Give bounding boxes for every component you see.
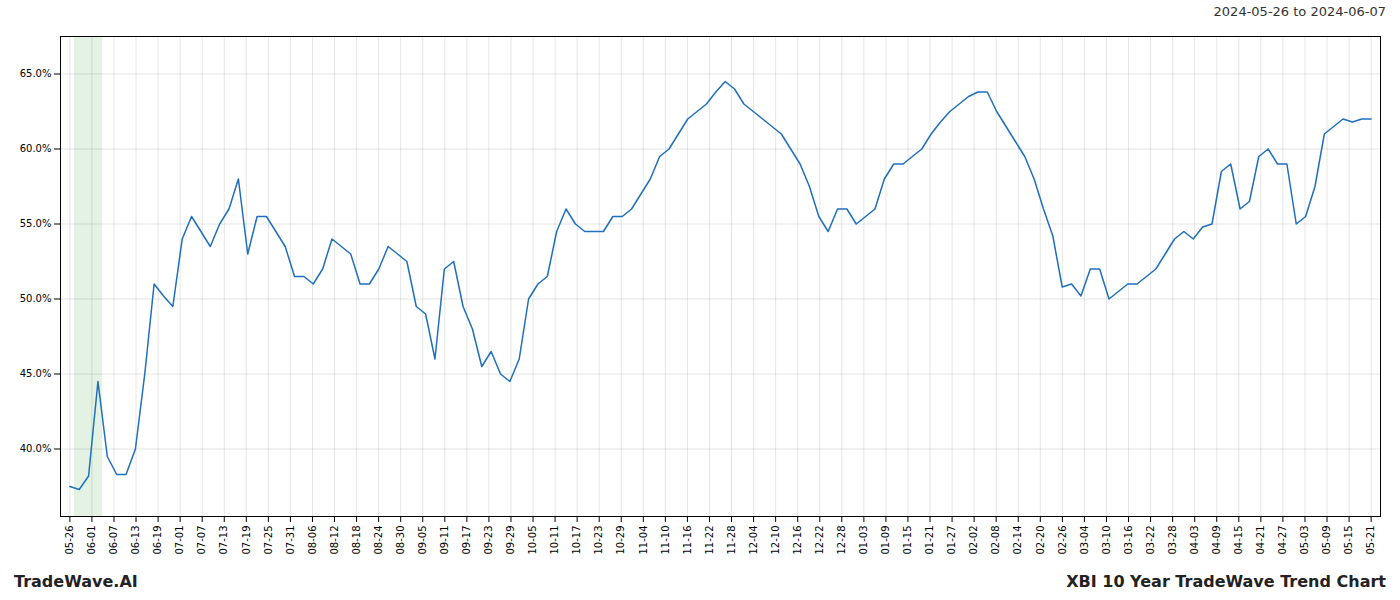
svg-text:07-19: 07-19 xyxy=(241,526,252,555)
svg-text:01-27: 01-27 xyxy=(946,526,957,555)
svg-text:12-22: 12-22 xyxy=(814,526,825,555)
svg-text:09-05: 09-05 xyxy=(417,526,428,555)
svg-text:11-28: 11-28 xyxy=(726,526,737,555)
svg-text:05-26: 05-26 xyxy=(64,526,75,555)
svg-text:08-06: 08-06 xyxy=(307,526,318,555)
svg-text:55.0%: 55.0% xyxy=(20,218,52,229)
svg-text:04-03: 04-03 xyxy=(1189,526,1200,555)
svg-text:02-20: 02-20 xyxy=(1035,526,1046,555)
svg-text:03-10: 03-10 xyxy=(1101,526,1112,555)
svg-text:02-26: 02-26 xyxy=(1057,526,1068,555)
svg-text:01-15: 01-15 xyxy=(902,526,913,555)
svg-text:60.0%: 60.0% xyxy=(20,143,52,154)
svg-text:08-24: 08-24 xyxy=(373,526,384,555)
svg-text:11-16: 11-16 xyxy=(682,526,693,555)
svg-text:07-25: 07-25 xyxy=(263,526,274,555)
svg-text:09-23: 09-23 xyxy=(483,526,494,555)
svg-text:11-04: 11-04 xyxy=(638,526,649,555)
svg-text:04-27: 04-27 xyxy=(1277,526,1288,555)
svg-text:09-17: 09-17 xyxy=(461,526,472,555)
svg-text:07-31: 07-31 xyxy=(285,526,296,555)
svg-text:10-17: 10-17 xyxy=(571,526,582,555)
svg-text:05-15: 05-15 xyxy=(1343,526,1354,555)
svg-text:50.0%: 50.0% xyxy=(20,293,52,304)
svg-text:01-21: 01-21 xyxy=(924,526,935,555)
svg-text:05-03: 05-03 xyxy=(1299,526,1310,555)
svg-text:03-28: 03-28 xyxy=(1167,526,1178,555)
svg-text:02-08: 02-08 xyxy=(990,526,1001,555)
svg-text:08-30: 08-30 xyxy=(395,526,406,555)
svg-text:12-16: 12-16 xyxy=(792,526,803,555)
svg-text:06-01: 06-01 xyxy=(86,526,97,555)
svg-text:06-13: 06-13 xyxy=(130,526,141,555)
svg-text:12-28: 12-28 xyxy=(836,526,847,555)
svg-text:12-10: 12-10 xyxy=(770,526,781,555)
svg-text:10-23: 10-23 xyxy=(593,526,604,555)
svg-text:65.0%: 65.0% xyxy=(20,68,52,79)
svg-text:01-09: 01-09 xyxy=(880,526,891,555)
svg-text:10-05: 10-05 xyxy=(527,526,538,555)
svg-text:09-29: 09-29 xyxy=(505,526,516,555)
svg-text:06-19: 06-19 xyxy=(152,526,163,555)
svg-text:01-03: 01-03 xyxy=(858,526,869,555)
svg-text:03-04: 03-04 xyxy=(1079,526,1090,555)
html-text:XBI 10 Year TradeWave Trend Ch: XBI 10 Year TradeWave Trend Chart xyxy=(1066,572,1386,591)
svg-text:12-04: 12-04 xyxy=(748,526,759,555)
svg-text:07-07: 07-07 xyxy=(196,526,207,555)
svg-text:05-09: 05-09 xyxy=(1321,526,1332,555)
svg-text:05-21: 05-21 xyxy=(1365,526,1376,555)
html-text:2024-05-26 to 2024-06-07: 2024-05-26 to 2024-06-07 xyxy=(1213,4,1386,19)
svg-text:08-12: 08-12 xyxy=(329,526,340,555)
html-text:TradeWave.AI: TradeWave.AI xyxy=(14,572,138,591)
svg-text:07-13: 07-13 xyxy=(218,526,229,555)
svg-text:40.0%: 40.0% xyxy=(20,443,52,454)
svg-text:08-18: 08-18 xyxy=(351,526,362,555)
svg-text:45.0%: 45.0% xyxy=(20,368,52,379)
svg-text:03-22: 03-22 xyxy=(1145,526,1156,555)
svg-text:09-11: 09-11 xyxy=(439,526,450,555)
svg-text:07-01: 07-01 xyxy=(174,526,185,555)
svg-text:11-10: 11-10 xyxy=(660,526,671,555)
svg-text:02-02: 02-02 xyxy=(968,526,979,555)
svg-text:06-07: 06-07 xyxy=(108,526,119,555)
svg-text:03-16: 03-16 xyxy=(1123,526,1134,555)
svg-text:04-21: 04-21 xyxy=(1255,526,1266,555)
svg-text:10-29: 10-29 xyxy=(615,526,626,555)
svg-text:02-14: 02-14 xyxy=(1012,526,1023,555)
svg-text:11-22: 11-22 xyxy=(704,526,715,555)
svg-text:04-09: 04-09 xyxy=(1211,526,1222,555)
svg-text:10-11: 10-11 xyxy=(549,526,560,555)
svg-text:04-15: 04-15 xyxy=(1233,526,1244,555)
